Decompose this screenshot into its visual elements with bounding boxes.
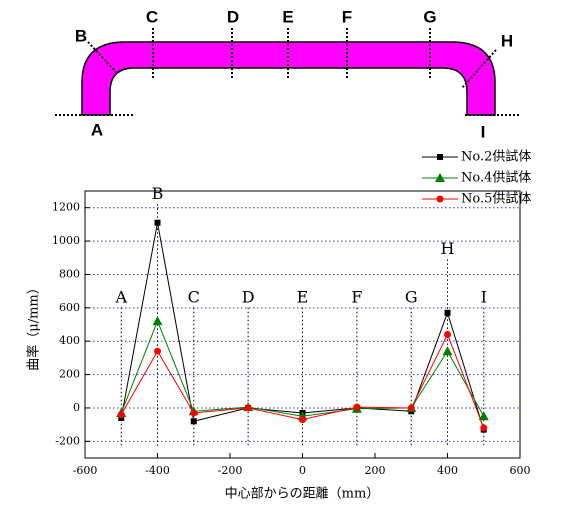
y-tick-label: 400 [59, 334, 80, 347]
x-tick-label: 600 [510, 464, 531, 477]
legend-label: No.4供試体 [461, 170, 531, 186]
y-tick-label: -200 [55, 434, 80, 447]
marker [245, 404, 252, 411]
marker [190, 409, 197, 416]
diagram-label: F [342, 7, 352, 26]
legend-label: No.5供試体 [461, 191, 531, 207]
y-tick-label: 1000 [52, 234, 80, 247]
marker [154, 348, 161, 355]
y-tick-label: 1200 [52, 201, 80, 214]
y-tick-label: 800 [59, 267, 80, 280]
legend-label: No.2供試体 [461, 149, 531, 165]
marker [437, 196, 444, 203]
marker [443, 346, 453, 355]
annotation: D [242, 287, 255, 306]
annotation: H [441, 239, 455, 258]
marker [437, 154, 443, 160]
x-tick-label: 0 [299, 464, 306, 477]
x-tick-label: -600 [73, 464, 98, 477]
annotation: B [152, 184, 164, 203]
y-tick-label: 200 [59, 368, 80, 381]
diagram-label: A [91, 120, 103, 139]
x-tick-label: -200 [218, 464, 243, 477]
section-lines [55, 28, 520, 115]
y-tick-label: 0 [73, 401, 80, 414]
marker [480, 424, 487, 431]
marker [299, 416, 306, 423]
marker [353, 404, 360, 411]
annotation: I [481, 287, 487, 306]
annotation: A [114, 287, 127, 306]
y-axis-label: 曲率（μ/mm） [26, 281, 42, 370]
series-line [121, 223, 484, 430]
annotation: E [297, 287, 309, 306]
diagram-label: I [481, 122, 486, 141]
diagram-label: C [146, 7, 158, 26]
marker [191, 418, 197, 424]
page: A B C D E F G H I 中心部からの距離（mm） 曲率（μ/mm） … [0, 0, 566, 507]
x-tick-label: 400 [437, 464, 458, 477]
marker [408, 404, 415, 411]
diagram-label: D [227, 7, 239, 26]
diagram-label: E [282, 7, 293, 26]
diagram-label: G [423, 7, 436, 26]
x-tick-label: -400 [145, 464, 170, 477]
marker [153, 316, 163, 325]
pipe-diagram: A B C D E F G H I [55, 7, 520, 141]
x-tick-label: 200 [365, 464, 386, 477]
x-axis-label: 中心部からの距離（mm） [225, 487, 380, 502]
marker [445, 310, 451, 316]
y-tick-label: 600 [59, 301, 80, 314]
marker [155, 220, 161, 226]
annotation: G [405, 287, 418, 306]
annotation: C [188, 287, 200, 306]
diagram-label: H [501, 31, 513, 50]
marker [118, 411, 125, 418]
diagram-label: B [75, 26, 87, 45]
marker [444, 331, 451, 338]
annotation: F [351, 287, 362, 306]
